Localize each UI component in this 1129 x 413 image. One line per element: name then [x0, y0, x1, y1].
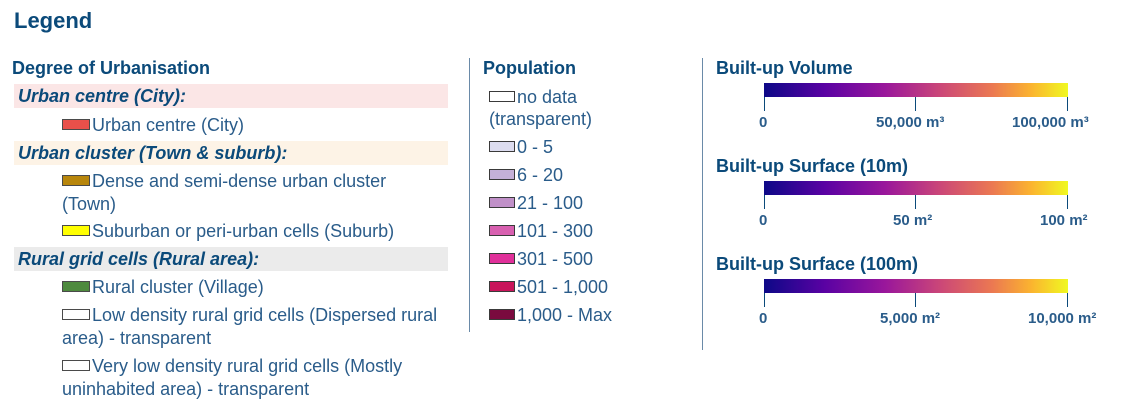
builtup-surface-100m-tick-max [1067, 293, 1068, 307]
pop-301-500-label: 301 - 500 [517, 249, 594, 269]
builtup-surface-10m-label-max: 100 m² [1040, 212, 1088, 229]
builtup-volume-label-min: 0 [759, 114, 768, 131]
pop-501-1000-label: 501 - 1,000 [517, 277, 609, 297]
builtup-volume-tick-max [1067, 97, 1068, 111]
builtup-surface-100m-label-mid: 5,000 m² [880, 310, 941, 327]
builtup-surface-100m-title: Built-up Surface (100m) [716, 254, 919, 274]
legend-item-suburb: Suburban or peri-urban cells (Suburb) [62, 220, 452, 243]
builtup-surface-100m-tick-mid [915, 293, 916, 307]
builtup-surface-100m-gradient-bar [764, 279, 1068, 293]
builtup-surface-100m-label-min: 0 [759, 310, 768, 327]
population-item-1000-max: 1,000 - Max [489, 304, 612, 326]
population-item-21-100: 21 - 100 [489, 192, 583, 214]
legend-item-dispersed-rural: Low density rural grid cells (Dispersed … [62, 304, 447, 350]
legend-item-town: Dense and semi-dense urban cluster (Town… [62, 170, 442, 216]
pop-1000-max-swatch [489, 309, 515, 320]
population-item-6-20: 6 - 20 [489, 164, 563, 186]
builtup-surface-10m-tick-max [1067, 195, 1068, 209]
builtup-surface-100m-label-max: 10,000 m² [1028, 310, 1097, 327]
builtup-surface-100m-tick-min [764, 293, 765, 307]
population-item-301-500: 301 - 500 [489, 248, 593, 270]
pop-6-20-swatch [489, 169, 515, 180]
builtup-surface-10m-tick-mid [915, 195, 916, 209]
builtup-volume-tick-min [764, 97, 765, 111]
village-label: Rural cluster (Village) [92, 277, 264, 297]
village-swatch [62, 281, 90, 292]
no-data-swatch [489, 91, 515, 102]
town-swatch [62, 175, 90, 186]
population-item-501-1000: 501 - 1,000 [489, 276, 608, 298]
suburb-label: Suburban or peri-urban cells (Suburb) [92, 221, 395, 241]
legend-item-village: Rural cluster (Village) [62, 276, 442, 299]
column-divider [469, 58, 470, 332]
urban-centre-label: Urban centre (City) [92, 115, 245, 135]
group-heading-rural: Rural grid cells (Rural area): [14, 247, 448, 271]
legend-item-uninhabited: Very low density rural grid cells (Mostl… [62, 355, 447, 401]
suburb-swatch [62, 225, 90, 236]
population-item-no-data: no data (transparent) [489, 86, 639, 130]
no-data-label: no data (transparent) [489, 87, 593, 129]
town-label: Dense and semi-dense urban cluster (Town… [62, 171, 387, 214]
builtup-surface-10m-title: Built-up Surface (10m) [716, 156, 909, 176]
pop-101-300-label: 101 - 300 [517, 221, 594, 241]
builtup-surface-10m-gradient-bar [764, 181, 1068, 195]
group-heading-urban-centre: Urban centre (City): [14, 84, 448, 108]
urbanisation-title: Degree of Urbanisation [12, 58, 211, 78]
population-item-101-300: 101 - 300 [489, 220, 593, 242]
pop-301-500-swatch [489, 253, 515, 264]
builtup-volume-title: Built-up Volume [716, 58, 853, 78]
column-divider [702, 58, 703, 350]
legend-title: Legend [14, 8, 93, 33]
urban-centre-swatch [62, 119, 90, 130]
builtup-volume-label-max: 100,000 m³ [1012, 114, 1089, 131]
dispersed-rural-label: Low density rural grid cells (Dispersed … [62, 305, 438, 348]
builtup-volume-gradient-bar [764, 83, 1068, 97]
builtup-surface-10m-label-mid: 50 m² [893, 212, 933, 229]
pop-21-100-swatch [489, 197, 515, 208]
pop-0-5-swatch [489, 141, 515, 152]
population-title: Population [483, 58, 576, 78]
uninhabited-swatch [62, 360, 90, 371]
builtup-volume-label-mid: 50,000 m³ [876, 114, 945, 131]
pop-6-20-label: 6 - 20 [517, 165, 564, 185]
pop-501-1000-swatch [489, 281, 515, 292]
dispersed-rural-swatch [62, 309, 90, 320]
pop-0-5-label: 0 - 5 [517, 137, 554, 157]
legend-item-urban-centre: Urban centre (City) [62, 114, 442, 137]
pop-1000-max-label: 1,000 - Max [517, 305, 613, 325]
pop-21-100-label: 21 - 100 [517, 193, 584, 213]
group-heading-urban-cluster: Urban cluster (Town & suburb): [14, 141, 448, 165]
uninhabited-label: Very low density rural grid cells (Mostl… [62, 356, 403, 399]
builtup-surface-10m-tick-min [764, 195, 765, 209]
builtup-surface-10m-label-min: 0 [759, 212, 768, 229]
pop-101-300-swatch [489, 225, 515, 236]
builtup-volume-tick-mid [915, 97, 916, 111]
population-item-0-5: 0 - 5 [489, 136, 553, 158]
